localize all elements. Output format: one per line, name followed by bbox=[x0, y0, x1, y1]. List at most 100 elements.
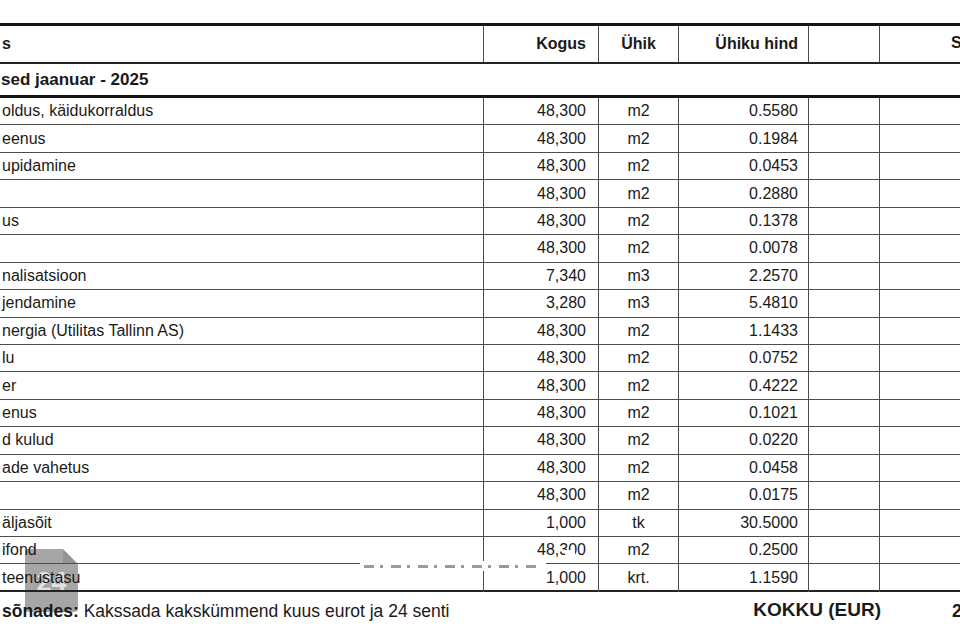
uhik-cell: m2 bbox=[598, 400, 678, 426]
extra-cell bbox=[808, 318, 879, 344]
extra-cell bbox=[808, 510, 879, 536]
uhik-cell: m2 bbox=[598, 537, 678, 563]
summa-cell bbox=[879, 318, 960, 344]
uhik-cell: m2 bbox=[598, 180, 678, 206]
summa-cell bbox=[879, 208, 960, 234]
item-cell: us bbox=[0, 208, 483, 234]
kogus-cell: 48,300 bbox=[483, 372, 598, 398]
extra-cell bbox=[808, 180, 879, 206]
header-summa: S bbox=[879, 26, 960, 62]
uhik-cell: m2 bbox=[598, 372, 678, 398]
extra-cell bbox=[808, 564, 879, 591]
uhik-cell: tk bbox=[598, 510, 678, 536]
extra-cell bbox=[808, 208, 879, 234]
uhik-cell: krt. bbox=[598, 564, 678, 591]
item-cell: nergia (Utilitas Tallinn AS) bbox=[0, 318, 483, 344]
table-row: 48,300 m2 0.0175 bbox=[0, 482, 960, 509]
item-cell: er bbox=[0, 372, 483, 398]
kogus-cell: 48,300 bbox=[483, 482, 598, 508]
summa-cell bbox=[879, 400, 960, 426]
uhik-cell: m2 bbox=[598, 125, 678, 151]
uhik-cell: m2 bbox=[598, 235, 678, 261]
header-kogus: Kogus bbox=[483, 26, 598, 62]
table-row: 48,300 m2 0.0078 bbox=[0, 235, 960, 262]
uhik-cell: m2 bbox=[598, 318, 678, 344]
hind-cell: 0.2880 bbox=[678, 180, 808, 206]
header-extra bbox=[808, 26, 879, 62]
hind-cell: 1.1433 bbox=[678, 318, 808, 344]
kogus-cell: 1,000 bbox=[483, 510, 598, 536]
hind-cell: 0.2500 bbox=[678, 537, 808, 563]
item-cell: d kulud bbox=[0, 427, 483, 453]
table-body: oldus, käidukorraldus 48,300 m2 0.5580 e… bbox=[0, 98, 960, 592]
extra-cell bbox=[808, 263, 879, 289]
hind-cell: 0.0220 bbox=[678, 427, 808, 453]
extra-cell bbox=[808, 98, 879, 124]
table-row: upidamine 48,300 m2 0.0453 bbox=[0, 153, 960, 180]
summa-cell bbox=[879, 263, 960, 289]
watermark-notch bbox=[565, 550, 575, 555]
sum-in-words-label: sõnades: bbox=[2, 601, 79, 621]
hind-cell: 1.1590 bbox=[678, 564, 808, 591]
watermark-dash-band bbox=[360, 561, 546, 571]
table-row: nergia (Utilitas Tallinn AS) 48,300 m2 1… bbox=[0, 318, 960, 345]
hind-cell: 5.4810 bbox=[678, 290, 808, 316]
summa-cell bbox=[879, 180, 960, 206]
item-cell bbox=[0, 235, 483, 261]
hind-cell: 0.0453 bbox=[678, 153, 808, 179]
table-row: nalisatsioon 7,340 m3 2.2570 bbox=[0, 263, 960, 290]
kogus-cell: 7,340 bbox=[483, 263, 598, 289]
table-row: us 48,300 m2 0.1378 bbox=[0, 208, 960, 235]
kogus-cell: 48,300 bbox=[483, 153, 598, 179]
uhik-cell: m3 bbox=[598, 263, 678, 289]
hind-cell: 0.0175 bbox=[678, 482, 808, 508]
summa-cell bbox=[879, 153, 960, 179]
extra-cell bbox=[808, 153, 879, 179]
kogus-cell: 48,300 bbox=[483, 125, 598, 151]
uhik-cell: m2 bbox=[598, 208, 678, 234]
extra-cell bbox=[808, 125, 879, 151]
extra-cell bbox=[808, 345, 879, 371]
kogus-cell: 48,300 bbox=[483, 455, 598, 481]
summa-cell bbox=[879, 98, 960, 124]
uhik-cell: m2 bbox=[598, 345, 678, 371]
item-cell bbox=[0, 482, 483, 508]
period-row: sed jaanuar - 2025 bbox=[0, 65, 148, 95]
summa-cell bbox=[879, 345, 960, 371]
extra-cell bbox=[808, 537, 879, 563]
uhik-cell: m2 bbox=[598, 455, 678, 481]
table-row: äljasõit 1,000 tk 30.5000 bbox=[0, 510, 960, 537]
table-row: eenus 48,300 m2 0.1984 bbox=[0, 125, 960, 152]
hind-cell: 2.2570 bbox=[678, 263, 808, 289]
table-row: d kulud 48,300 m2 0.0220 bbox=[0, 427, 960, 454]
uhik-cell: m2 bbox=[598, 153, 678, 179]
watermark-dashes bbox=[364, 565, 542, 568]
extra-cell bbox=[808, 290, 879, 316]
kogus-cell: 48,300 bbox=[483, 235, 598, 261]
item-cell: ifond bbox=[0, 537, 483, 563]
hind-cell: 0.4222 bbox=[678, 372, 808, 398]
item-cell: lu bbox=[0, 345, 483, 371]
kogus-cell: 3,280 bbox=[483, 290, 598, 316]
summa-cell bbox=[879, 372, 960, 398]
kokku-label: KOKKU (EUR) bbox=[753, 599, 881, 621]
table-row: er 48,300 m2 0.4222 bbox=[0, 372, 960, 399]
uhik-cell: m2 bbox=[598, 427, 678, 453]
header-item: s bbox=[0, 26, 483, 62]
kogus-cell: 48,300 bbox=[483, 400, 598, 426]
item-cell: äljasõit bbox=[0, 510, 483, 536]
summa-cell bbox=[879, 564, 960, 591]
summa-cell bbox=[879, 125, 960, 151]
table-row: jendamine 3,280 m3 5.4810 bbox=[0, 290, 960, 317]
item-cell: jendamine bbox=[0, 290, 483, 316]
hind-cell: 0.1378 bbox=[678, 208, 808, 234]
hind-cell: 0.0078 bbox=[678, 235, 808, 261]
summa-cell bbox=[879, 427, 960, 453]
table-row: enus 48,300 m2 0.1021 bbox=[0, 400, 960, 427]
item-cell: nalisatsioon bbox=[0, 263, 483, 289]
watermark-notch bbox=[520, 547, 528, 553]
item-cell: oldus, käidukorraldus bbox=[0, 98, 483, 124]
hind-cell: 0.1021 bbox=[678, 400, 808, 426]
header-summa-label: S bbox=[951, 34, 960, 52]
table-row: lu 48,300 m2 0.0752 bbox=[0, 345, 960, 372]
